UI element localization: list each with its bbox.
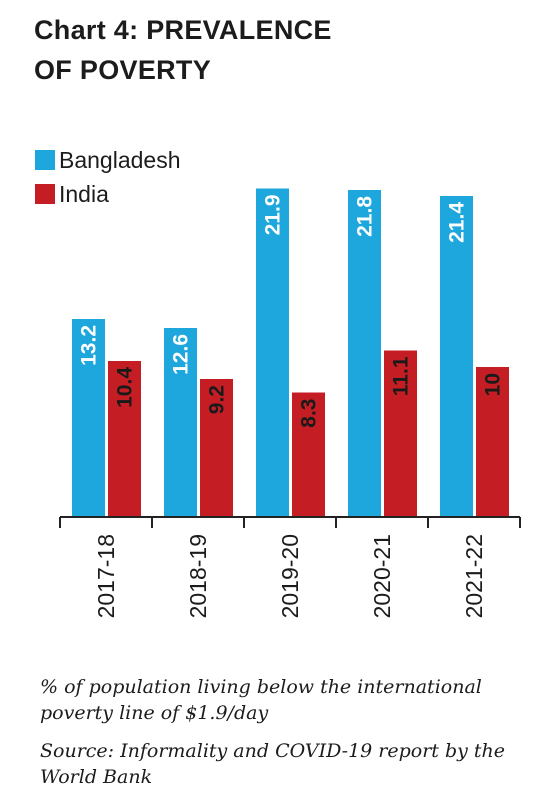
value-label-india-2018-19: 9.2 — [206, 385, 229, 414]
legend-swatch-india — [35, 184, 55, 204]
value-label-india-2020-21: 11.1 — [390, 356, 413, 396]
value-label-bangladesh-2018-19: 12.6 — [170, 334, 193, 375]
legend-label-india: India — [59, 180, 109, 207]
value-label-bangladesh-2019-20: 21.9 — [262, 195, 285, 236]
bar-india-2020-21 — [384, 350, 417, 517]
chart-note-definition: % of population living below the interna… — [40, 676, 482, 724]
chart-title-line-1: Chart 4: PREVALENCE — [34, 15, 332, 45]
bar-bangladesh-2021-22 — [440, 196, 473, 517]
chart-title: Chart 4: PREVALENCE OF POVERTY — [34, 10, 514, 90]
x-tick-label-2017-18: 2017-18 — [93, 534, 119, 618]
legend-item-bangladesh: Bangladesh — [35, 143, 181, 177]
value-label-bangladesh-2020-21: 21.8 — [354, 196, 377, 237]
value-label-india-2017-18: 10.4 — [114, 367, 137, 408]
bar-india-2021-22 — [476, 367, 509, 517]
value-label-india-2019-20: 8.3 — [298, 399, 321, 428]
chart-legend: Bangladesh India — [35, 143, 181, 211]
bar-bangladesh-2018-19 — [164, 328, 197, 517]
value-label-bangladesh-2021-22: 21.4 — [446, 202, 469, 243]
legend-item-india: India — [35, 177, 181, 211]
x-tick-label-2018-19: 2018-19 — [185, 534, 211, 618]
bar-india-2019-20 — [292, 392, 325, 517]
bar-bangladesh-2019-20 — [256, 188, 289, 517]
bar-bangladesh-2017-18 — [72, 319, 105, 517]
x-tick-label-2019-20: 2019-20 — [277, 534, 303, 618]
chart-title-line-2: OF POVERTY — [34, 55, 212, 85]
legend-swatch-bangladesh — [35, 150, 55, 170]
bar-bangladesh-2020-21 — [348, 190, 381, 517]
value-label-india-2021-22: 10 — [482, 373, 505, 396]
x-tick-label-2021-22: 2021-22 — [461, 534, 487, 618]
legend-label-bangladesh: Bangladesh — [59, 146, 181, 173]
bar-india-2017-18 — [108, 361, 141, 517]
bar-chart: 13.2 10.4 12.6 9.2 21.9 8.3 21.8 11.1 21.4 10 2017… — [59, 188, 521, 618]
x-tick-label-2020-21: 2020-21 — [369, 534, 395, 618]
value-label-bangladesh-2017-18: 13.2 — [78, 325, 101, 366]
chart-note-source: Source: Informality and COVID-19 report … — [40, 740, 506, 788]
bar-india-2018-19 — [200, 379, 233, 517]
